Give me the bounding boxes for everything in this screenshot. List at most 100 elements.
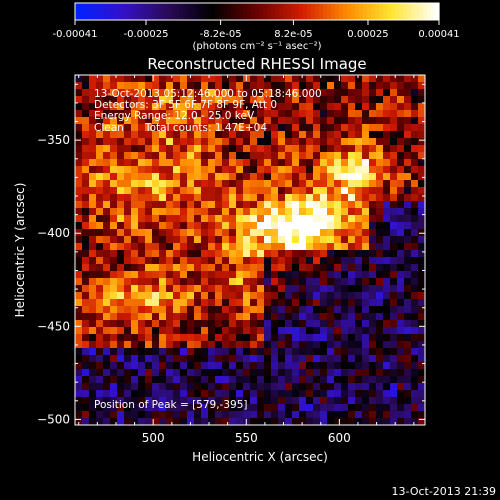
heatmap-cell [103,138,111,146]
heatmap-cell [292,236,300,244]
heatmap-cell [89,320,97,328]
colorbar-cell [79,3,84,20]
heatmap-cell [404,376,412,384]
heatmap-cell [243,355,251,363]
heatmap-cell [180,285,188,293]
heatmap-cell [152,271,160,279]
heatmap-cell [138,236,146,244]
heatmap-cell [285,383,293,391]
heatmap-cell [243,299,251,307]
heatmap-cell [194,334,202,342]
heatmap-cell [299,145,307,153]
heatmap-cell [131,285,139,293]
heatmap-cell [313,306,321,314]
heatmap-cell [131,222,139,230]
heatmap-cell [320,292,328,300]
heatmap-cell [124,201,132,209]
heatmap-cell [390,96,398,104]
heatmap-cell [243,320,251,328]
heatmap-cell [173,138,181,146]
heatmap-cell [397,334,405,342]
heatmap-cell [229,187,237,195]
heatmap-cell [341,313,349,321]
heatmap-cell [264,222,272,230]
heatmap-cell [110,229,118,237]
heatmap-cell [306,334,314,342]
heatmap-cell [264,348,272,356]
heatmap-cell [103,166,111,174]
heatmap-cell [334,152,342,160]
heatmap-cell [208,355,216,363]
heatmap-cell [355,264,363,272]
heatmap-cell [208,236,216,244]
heatmap-cell [180,264,188,272]
heatmap-cell [138,89,146,97]
heatmap-cell [194,152,202,160]
heatmap-cell [145,257,153,265]
heatmap-cell [222,82,230,90]
heatmap-cell [348,271,356,279]
heatmap-cell [369,208,377,216]
heatmap-cell [152,306,160,314]
colorbar-cell [411,3,416,20]
heatmap-cell [103,411,111,419]
heatmap-cell [264,124,272,132]
heatmap-cell [313,271,321,279]
heatmap-cell [138,208,146,216]
heatmap-cell [208,404,216,412]
heatmap-cell [397,362,405,370]
heatmap-cell [264,82,272,90]
heatmap-cell [341,285,349,293]
heatmap-cell [201,383,209,391]
heatmap-cell [362,236,370,244]
heatmap-cell [348,334,356,342]
heatmap-cell [194,103,202,111]
heatmap-cell [229,117,237,125]
heatmap-cell [229,110,237,118]
heatmap-cell [124,362,132,370]
heatmap-cell [257,369,265,377]
heatmap-cell [194,75,202,83]
heatmap-cell [411,145,419,153]
heatmap-cell [341,397,349,405]
heatmap-cell [187,362,195,370]
heatmap-cell [110,271,118,279]
heatmap-cell [131,411,139,419]
heatmap-cell [96,124,104,132]
heatmap-cell [208,75,216,83]
heatmap-cell [201,292,209,300]
heatmap-cell [236,208,244,216]
heatmap-cell [341,215,349,223]
heatmap-cell [292,131,300,139]
heatmap-cell [250,418,258,426]
heatmap-cell [173,194,181,202]
heatmap-cell [264,187,272,195]
colorbar-cell [359,3,364,20]
heatmap-cell [299,89,307,97]
heatmap-cell [341,89,349,97]
heatmap-cell [96,334,104,342]
heatmap-cell [271,166,279,174]
heatmap-cell [236,306,244,314]
heatmap-cell [215,320,223,328]
heatmap-cell [348,208,356,216]
heatmap-cell [313,278,321,286]
heatmap-cell [376,173,384,181]
heatmap-cell [138,390,146,398]
heatmap-cell [390,131,398,139]
heatmap-cell [243,222,251,230]
heatmap-cell [82,215,90,223]
heatmap-cell [362,369,370,377]
heatmap-cell [250,96,258,104]
heatmap-cell [299,222,307,230]
heatmap-cell [75,257,83,265]
heatmap-cell [152,201,160,209]
x-axis-label: Heliocentric X (arcsec) [192,450,328,464]
heatmap-cell [320,82,328,90]
heatmap-cell [271,264,279,272]
heatmap-cell [355,285,363,293]
heatmap-cell [173,243,181,251]
heatmap-cell [313,110,321,118]
heatmap-cell [96,117,104,125]
heatmap-cell [110,285,118,293]
